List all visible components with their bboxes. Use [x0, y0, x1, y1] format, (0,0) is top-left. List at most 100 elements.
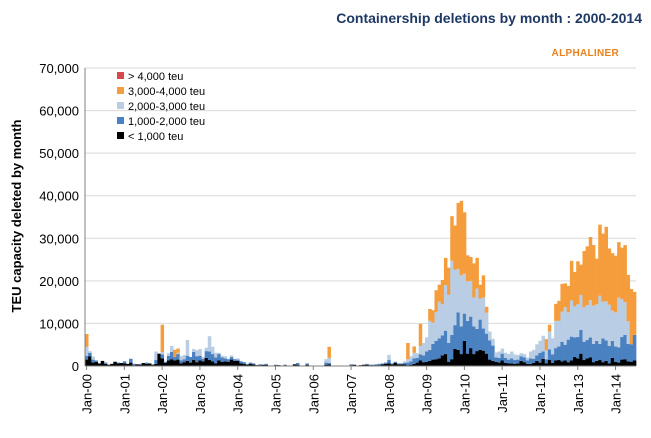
- bar-segment-s1-m123: [472, 326, 476, 355]
- bar-segment-s0-m132: [500, 360, 505, 366]
- bar-segment-s2-m166: [607, 304, 612, 346]
- bar-segment-s0-m155: [573, 357, 577, 366]
- bar-segment-s0-m103: [409, 364, 413, 366]
- bar-segment-s3-m106: [418, 323, 423, 346]
- bar-segment-s2-m106: [418, 345, 423, 355]
- bar-segment-s2-m39: [207, 336, 212, 352]
- bar-segment-s1-m105: [415, 357, 420, 363]
- bar-segment-s0-m118: [456, 349, 461, 366]
- bar-segment-s0-m146: [544, 363, 549, 366]
- bar-segment-s0-m106: [418, 360, 423, 366]
- bar-segment-s0-m105: [415, 362, 420, 366]
- bar-segment-s0-m150: [557, 360, 561, 366]
- bar-segment-s0-m108: [425, 361, 429, 366]
- bar-segment-s2-m155: [573, 306, 577, 338]
- bar-segment-s0-m107: [421, 362, 426, 366]
- bar-segment-s3-m146: [544, 339, 549, 351]
- bar-segment-s1-m157: [579, 329, 583, 354]
- legend-label-2: 2,000-3,000 teu: [128, 101, 205, 113]
- bar-segment-s0-m114: [443, 354, 448, 366]
- bar-segment-s1-m115: [447, 343, 451, 362]
- bar-segment-s0-m20: [147, 363, 152, 366]
- bar-segment-s2-m114: [443, 285, 448, 331]
- bar-segment-s0-m160: [588, 357, 593, 366]
- bar-segment-s0-m50: [242, 363, 246, 366]
- bar-segment-s2-m147: [547, 331, 552, 350]
- bar-segment-s1-m3: [94, 360, 98, 362]
- bar-segment-s1-m41: [214, 357, 218, 364]
- bar-segment-s2-m1: [88, 351, 92, 353]
- y-tick-label: 20,000: [39, 274, 79, 289]
- bar-segment-s1-m109: [428, 349, 432, 361]
- bar-segment-s2-m131: [497, 351, 501, 358]
- bar-segment-s1-m47: [232, 359, 237, 361]
- bar-segment-s2-m117: [453, 269, 457, 326]
- bar-segment-s2-m112: [437, 301, 442, 339]
- bar-segment-s3-m126: [481, 275, 486, 298]
- x-tick-label: Jan-10: [457, 374, 472, 414]
- bar-segment-s0-m25: [163, 363, 168, 366]
- bar-segment-s1-m89: [365, 363, 369, 365]
- bar-segment-s1-m95: [384, 362, 388, 364]
- bar-segment-s3-m160: [588, 237, 593, 301]
- bar-segment-s1-m139: [522, 357, 527, 363]
- bar-segment-s2-m139: [522, 354, 527, 358]
- bar-segment-s0-m162: [595, 360, 599, 366]
- bar-segment-s0-m22: [154, 363, 158, 366]
- bar-segment-s1-m76: [324, 362, 328, 365]
- bar-segment-s1-m129: [491, 345, 495, 361]
- bar-segment-s2-m109: [428, 320, 432, 350]
- bar-segment-s2-m145: [541, 335, 546, 352]
- bar-segment-s2-m140: [525, 357, 530, 361]
- bar-segment-s3-m163: [598, 224, 602, 296]
- bar-segment-s3-m113: [440, 280, 445, 305]
- bar-segment-s3-m161: [591, 245, 596, 306]
- bar-segment-s1-m153: [566, 339, 571, 363]
- bar-segment-s1-m169: [617, 347, 621, 363]
- bar-segment-s0-m167: [610, 357, 615, 366]
- bar-segment-s0-m16: [135, 364, 139, 366]
- bar-segment-s1-m143: [535, 355, 539, 361]
- bar-segment-s1-m50: [242, 362, 246, 364]
- bar-segment-s0-m147: [547, 360, 552, 366]
- bar-segment-s2-m123: [472, 297, 476, 327]
- bar-segment-s0-m117: [453, 348, 457, 366]
- bar-segment-s1-m57: [264, 363, 268, 365]
- bar-segment-s1-m94: [380, 363, 385, 365]
- bar-segment-s0-m13: [125, 363, 130, 366]
- bar-segment-s0-m56: [261, 364, 265, 366]
- x-tick-label: Jan-05: [269, 374, 284, 414]
- x-tick-label: Jan-03: [193, 374, 208, 414]
- bar-segment-s0-m2: [91, 362, 95, 366]
- bar-segment-s2-m127: [484, 312, 489, 334]
- bar-segment-s3-m156: [576, 261, 580, 305]
- bar-segment-s1-m113: [440, 335, 445, 356]
- bar-segment-s1-m146: [544, 359, 549, 364]
- x-tick-label: Jan-13: [571, 374, 586, 414]
- bar-segment-s0-m32: [185, 360, 190, 366]
- bar-segment-s2-m125: [478, 298, 483, 320]
- bar-segment-s0-m131: [497, 362, 501, 366]
- bar-segment-s2-m116: [450, 260, 454, 335]
- bar-segment-s3-m114: [443, 257, 448, 286]
- bar-segment-s2-m130: [494, 352, 498, 358]
- bar-segment-s0-m119: [459, 354, 464, 366]
- bar-segment-s3-m164: [601, 233, 605, 302]
- bar-segment-s3-m77: [327, 346, 331, 358]
- bar-segment-s0-m48: [236, 360, 240, 366]
- bar-segment-s2-m35: [195, 350, 199, 357]
- bar-segment-s0-m3: [94, 361, 98, 366]
- bar-segment-s3-m115: [447, 267, 451, 295]
- bar-segment-s2-m141: [528, 351, 533, 359]
- bar-segment-s2-m31: [182, 354, 187, 360]
- bar-segment-s3-m29: [176, 348, 180, 353]
- bar-segment-s2-m32: [185, 340, 190, 356]
- bar-segment-s0-m52: [248, 363, 253, 366]
- y-tick-label: 10,000: [39, 316, 79, 331]
- bar-segment-s3-m104: [412, 346, 416, 353]
- bar-segment-s2-m36: [198, 348, 202, 356]
- bar-segment-s1-m44: [223, 358, 228, 362]
- bar-segment-s3-m125: [478, 284, 483, 299]
- bar-segment-s3-m109: [428, 308, 432, 321]
- bar-segment-s0-m38: [204, 357, 209, 366]
